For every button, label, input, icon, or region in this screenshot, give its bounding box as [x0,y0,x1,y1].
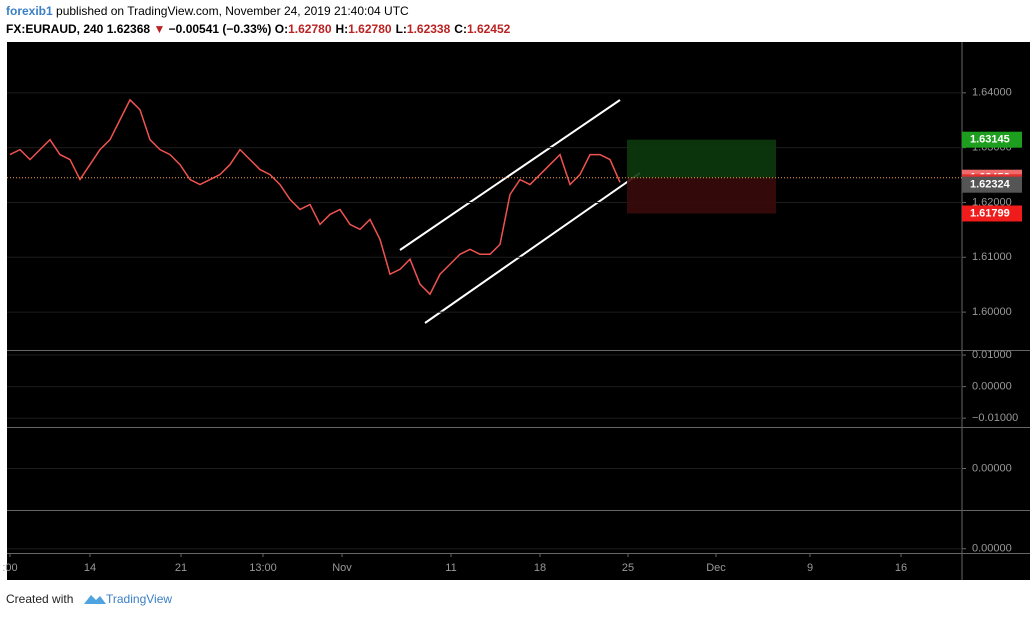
price-label: 1.63145 [970,134,1010,146]
y-tick-label: 0.00000 [972,381,1012,393]
ohlc-label: O: [274,22,289,36]
published: published on TradingView.com, November 2… [56,4,409,18]
pane-borders [7,42,1030,580]
x-tick-label: 21 [175,562,187,574]
price-line [9,98,621,296]
ohlc-value: 1.62452 [466,22,511,36]
ohlc-label: H: [335,22,349,36]
x-tick-label: :00 [2,562,17,574]
x-tick-label: 18 [534,562,546,574]
y-tick-label: 1.64000 [972,87,1012,99]
ohlc-value: 1.62780 [348,22,392,36]
x-tick-label: Nov [332,562,352,574]
x-tick-label: 11 [445,562,456,574]
symbol: FX:EURAUD, 240 [6,22,104,36]
logo [84,595,106,604]
ohlc: O:1.62780 H:1.62780 L:1.62338 C:1.62452 [275,22,515,36]
x-tick-label: 13:00 [249,562,277,574]
x-tick-label: 16 [895,562,907,574]
y-tick-label: 0.01000 [972,349,1012,361]
y-tick-label: −0.01000 [972,412,1018,424]
y-tick-label: 1.62000 [972,196,1012,208]
x-tick-label: 14 [84,562,96,574]
header-line-2: FX:EURAUD, 240 1.62368 ▼ −0.00541 (−0.33… [6,22,514,36]
header-line-1: forexib1 published on TradingView.com, N… [6,4,409,18]
price-label-box [962,205,1022,222]
ohlc-label: C: [454,22,467,36]
stop-zone [627,177,776,214]
created-with: Created with [6,592,73,606]
ohlc-value: 1.62780 [288,22,332,36]
ohlc-label: L: [395,22,407,36]
brand[interactable]: TradingView [106,592,172,606]
price-label-box [962,131,1022,148]
x-tick-label: 25 [622,562,634,574]
last: 1.62368 [106,22,151,36]
price-label-box [962,176,1022,193]
layer: 1.640001.630001.620001.610001.600001.631… [2,87,1022,574]
y-tick-label: 1.61000 [972,251,1012,263]
chart-background [7,42,1030,580]
channel [399,99,641,324]
ohlc-value: 1.62338 [406,22,451,36]
y-tick-label: 0.00000 [972,462,1012,474]
change: −0.00541 (−0.33%) [168,22,272,36]
price-label: 1.61799 [970,207,1010,219]
y-tick-label: 0.00000 [972,543,1012,555]
x-tick-label: 9 [807,562,813,574]
target-zone [627,139,776,178]
down-arrow: ▼ [153,22,166,36]
y-tick-label: 1.60000 [972,306,1012,318]
author[interactable]: forexib1 [6,4,53,18]
price-label: 1.62324 [970,179,1011,191]
x-tick-label: Dec [706,562,726,574]
